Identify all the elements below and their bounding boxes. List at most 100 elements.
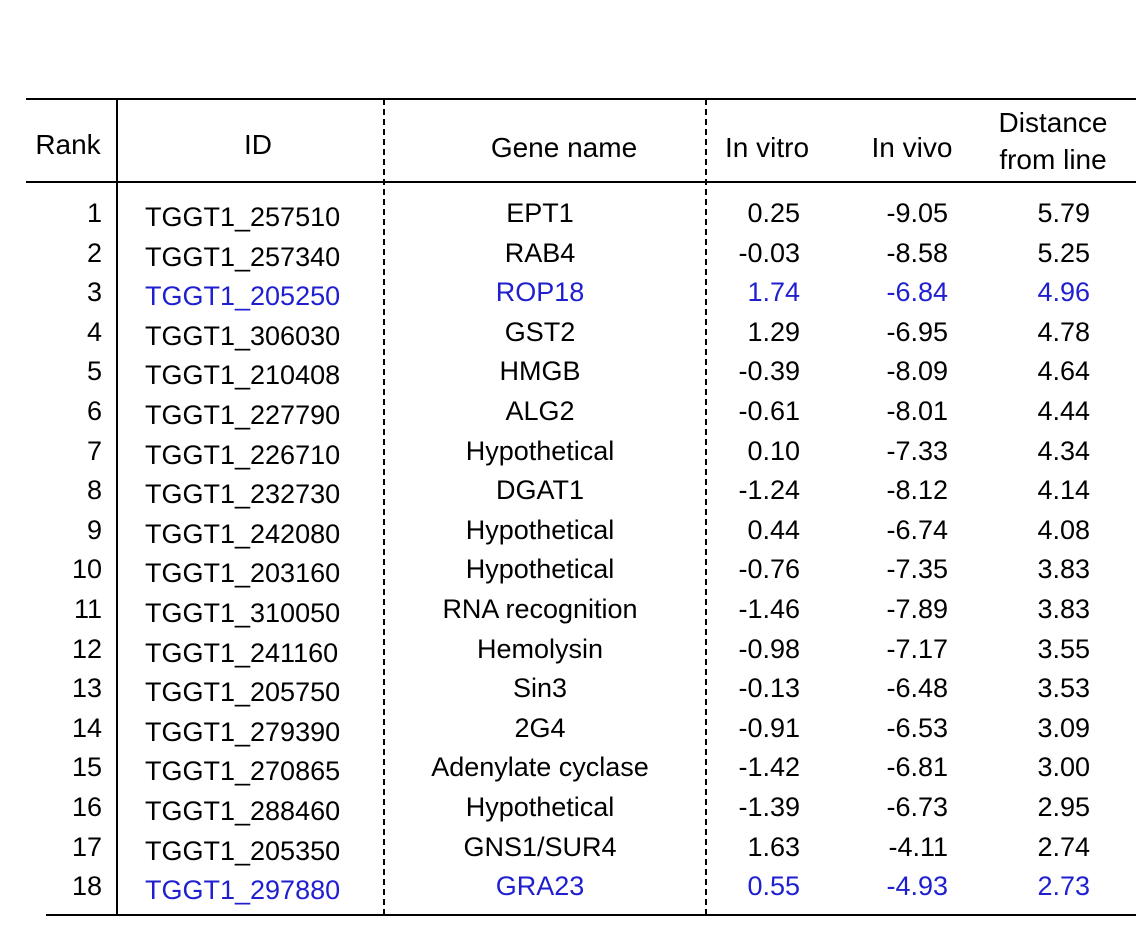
- in-vitro-cell: -1.42: [738, 752, 800, 783]
- rank-cell: 17: [71, 831, 102, 862]
- in-vitro-cell: -0.03: [738, 237, 800, 268]
- in-vivo-cell: -9.05: [886, 198, 948, 228]
- in-vivo-cell: -6.95: [886, 316, 948, 347]
- in-vivo-cell: -8.09: [886, 356, 948, 387]
- in-vivo-cell: -6.81: [886, 752, 948, 783]
- distance-cell: 3.53: [1037, 673, 1090, 704]
- rank-cell: 4: [86, 316, 102, 347]
- distance-cell: 4.64: [1037, 356, 1090, 387]
- rank-cell: 3: [86, 277, 102, 308]
- in-vitro-cell: 0.44: [747, 514, 800, 545]
- in-vitro-cell: -1.24: [738, 475, 800, 506]
- distance-cell: 3.00: [1037, 752, 1090, 783]
- in-vivo-cell: -7.89: [886, 594, 948, 624]
- distance-cell: 4.44: [1037, 396, 1090, 426]
- gene-name-cell: Adenylate cyclase: [431, 752, 649, 783]
- rank-cell: 6: [86, 396, 102, 426]
- id-cell: TGGT1_257340: [145, 241, 341, 272]
- table-top-rule: [26, 98, 1136, 100]
- in-vitro-cell: -0.76: [738, 554, 800, 585]
- id-cell: TGGT1_297880: [145, 875, 341, 906]
- id-cell: TGGT1_241160: [145, 637, 339, 668]
- id-cell: TGGT1_203160: [145, 558, 341, 589]
- in-vitro-cell: -1.46: [738, 594, 800, 624]
- rank-cell: 12: [71, 633, 102, 664]
- id-gene-divider: [383, 99, 385, 915]
- id-cell: TGGT1_227790: [145, 400, 341, 430]
- id-cell: TGGT1_232730: [145, 479, 341, 510]
- rank-cell: 7: [86, 435, 102, 466]
- in-vivo-cell: -8.12: [886, 475, 948, 506]
- id-cell: TGGT1_310050: [145, 598, 341, 628]
- gene-name-cell: EPT1: [506, 198, 574, 228]
- gene-name-cell: DGAT1: [495, 475, 584, 506]
- in-vitro-cell: -0.13: [738, 673, 800, 704]
- rank-cell: 8: [86, 475, 102, 506]
- in-vivo-cell: -7.35: [886, 554, 948, 585]
- in-vivo-cell: -4.93: [886, 871, 948, 902]
- in-vitro-cell: 0.55: [747, 871, 800, 902]
- distance-cell: 3.09: [1037, 712, 1090, 743]
- in-vitro-cell: 1.74: [747, 277, 800, 308]
- rank-cell: 10: [71, 554, 102, 585]
- gene-name-cell: RNA recognition: [442, 594, 638, 624]
- gene-name-cell: 2G4: [514, 712, 566, 743]
- in-vitro-cell: -0.98: [738, 633, 800, 664]
- in-vivo-cell: -6.84: [886, 277, 948, 308]
- id-cell: TGGT1_257510: [145, 202, 341, 232]
- distance-cell: 4.78: [1037, 316, 1090, 347]
- distance-cell: 2.73: [1037, 871, 1090, 902]
- gene-name-cell: Sin3: [512, 673, 568, 704]
- gene-name-cell: Hypothetical: [465, 435, 615, 466]
- in-vivo-cell: -8.01: [886, 396, 948, 426]
- in-vivo-cell: -6.53: [886, 712, 948, 743]
- in-vivo-cell: -4.11: [888, 831, 948, 862]
- rank-cell: 18: [71, 871, 102, 902]
- distance-cell: 4.08: [1037, 514, 1090, 545]
- in-vitro-cell: 1.29: [747, 316, 800, 347]
- id-cell: TGGT1_226710: [145, 439, 341, 470]
- rank-id-divider: [116, 99, 118, 915]
- header-distance-line1: Distance: [998, 107, 1108, 138]
- header-in-vitro: In vitro: [724, 132, 810, 163]
- header-gene-name: Gene name: [490, 132, 638, 163]
- header-rank: Rank: [35, 129, 101, 160]
- in-vivo-cell: -6.73: [886, 792, 948, 822]
- gene-name-cell: Hypothetical: [465, 514, 615, 545]
- in-vivo-cell: -6.74: [886, 514, 948, 545]
- distance-cell: 4.14: [1037, 475, 1090, 506]
- rank-cell: 13: [71, 673, 102, 704]
- rank-cell: 14: [71, 712, 102, 743]
- gene-name-cell: RAB4: [504, 237, 576, 268]
- in-vivo-cell: -7.33: [886, 435, 948, 466]
- header-in-vivo: In vivo: [871, 132, 953, 163]
- gene-values-divider: [705, 99, 707, 915]
- rank-cell: 2: [86, 237, 102, 268]
- distance-cell: 4.96: [1037, 277, 1090, 308]
- rank-cell: 5: [86, 356, 102, 387]
- distance-cell: 5.79: [1037, 198, 1090, 228]
- in-vivo-cell: -6.48: [886, 673, 948, 704]
- id-cell: TGGT1_279390: [145, 716, 341, 747]
- rank-cell: 15: [71, 752, 102, 783]
- in-vivo-cell: -7.17: [886, 633, 948, 664]
- rank-cell: 9: [86, 514, 102, 545]
- distance-cell: 3.83: [1037, 594, 1090, 624]
- header-distance-line2: from line: [999, 144, 1107, 175]
- distance-cell: 2.74: [1037, 831, 1090, 862]
- in-vitro-cell: 1.63: [747, 831, 800, 862]
- distance-cell: 2.95: [1037, 792, 1090, 822]
- id-cell: TGGT1_205750: [145, 677, 341, 708]
- header-bottom-rule: [26, 181, 1136, 183]
- gene-name-cell: GNS1/SUR4: [463, 831, 617, 862]
- rank-cell: 1: [86, 198, 102, 228]
- in-vitro-cell: 0.10: [747, 435, 800, 466]
- in-vitro-cell: -0.39: [738, 356, 800, 387]
- id-cell: TGGT1_205250: [145, 281, 341, 312]
- gene-name-cell: Hemolysin: [476, 633, 604, 664]
- distance-cell: 3.83: [1037, 554, 1090, 585]
- in-vitro-cell: 0.25: [747, 198, 800, 228]
- in-vitro-cell: -0.61: [738, 396, 800, 426]
- distance-cell: 4.34: [1037, 435, 1090, 466]
